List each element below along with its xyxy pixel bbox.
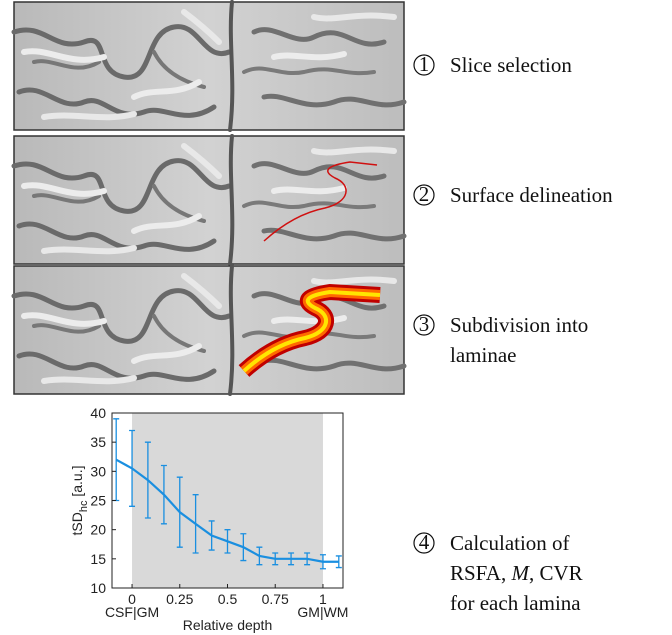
y-tick-label: 10 [90,580,106,596]
step-text-part: , CVR [529,561,583,585]
y-label-sub: hc [78,500,90,512]
y-label-unit: [a.u.] [69,466,85,501]
step-text: Slice selection [450,53,572,77]
slice-image [14,2,404,130]
step-text: laminae [450,343,516,367]
y-tick-label: 30 [90,463,106,479]
step-text: Surface delineation [450,183,613,207]
x-tick-label: 0.25 [166,591,193,607]
step-text: Calculation of [450,531,570,555]
slice-image-laminae [14,266,404,394]
step-labels: 1 Slice selection 2 Surface delineation 3 Sub… [413,52,613,615]
y-tick-label: 40 [90,405,106,421]
step-text-part: M [510,561,530,585]
data-line [115,458,339,563]
step-marker-circle [413,532,435,554]
y-tick-label: 15 [90,551,106,567]
step-marker-circle [413,54,435,76]
step-marker: 3 [419,312,430,336]
step-marker: 2 [419,182,430,206]
y-axis-label: tSDhc [a.u.] [69,466,90,536]
step-text: Subdivision into [450,313,588,337]
x-tick-label: 0 [128,591,136,607]
chart: 10 15 20 25 30 35 40 0 0.25 0.5 0.75 1 CSF|GM GM|WM Re… [69,405,348,633]
x-tick-label: 1 [319,591,327,607]
step-text: for each lamina [450,591,581,615]
step-marker-circle [413,314,435,336]
y-label-main: tSD [69,512,85,535]
slice-image-delineated [14,136,404,264]
x-annotation: GM|WM [297,604,348,620]
step-text-part: RSFA, [450,561,511,585]
y-tick-label: 20 [90,522,106,538]
step-marker: 1 [419,52,430,76]
x-tick-label: 0.75 [262,591,289,607]
shaded-region [132,413,323,588]
x-tick-label: 0.5 [218,591,238,607]
x-annotation: CSF|GM [105,604,159,620]
step-marker: 4 [419,530,430,554]
step-text: RSFA, M, CVR [450,561,583,585]
step-marker-circle [413,184,435,206]
x-axis-label: Relative depth [183,617,273,633]
y-tick-label: 35 [90,434,106,450]
y-tick-label: 25 [90,493,106,509]
